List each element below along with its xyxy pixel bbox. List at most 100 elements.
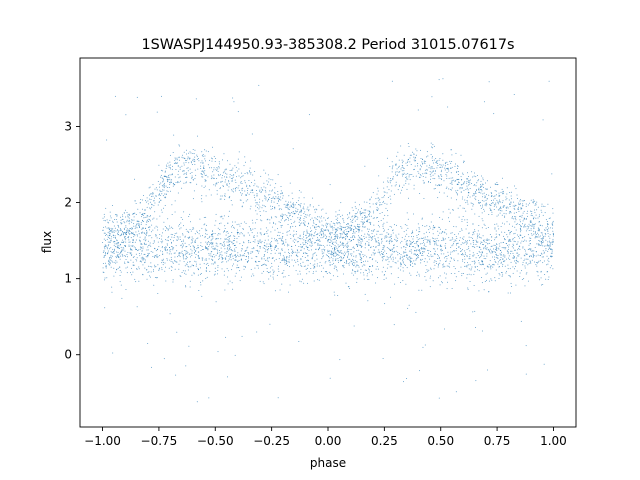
data-point (145, 224, 147, 226)
data-point (542, 235, 544, 237)
data-point (141, 227, 143, 229)
data-point (548, 244, 550, 246)
data-point (131, 254, 133, 256)
data-point (525, 345, 527, 347)
data-point (263, 283, 265, 285)
data-point (310, 219, 312, 221)
data-point (197, 244, 199, 246)
data-point (164, 170, 166, 172)
data-point (141, 261, 143, 263)
data-point (313, 280, 315, 282)
data-point (148, 194, 150, 196)
data-point (130, 245, 132, 247)
data-point (337, 235, 339, 237)
data-point (467, 203, 469, 205)
data-point (387, 228, 389, 230)
data-point (369, 212, 371, 214)
data-point (350, 240, 352, 242)
data-point (497, 209, 499, 211)
data-point (168, 166, 170, 168)
data-point (400, 242, 402, 244)
data-point (119, 243, 121, 245)
data-point (227, 247, 229, 249)
data-point (155, 187, 157, 189)
data-point (323, 234, 325, 236)
data-point (474, 230, 476, 232)
data-point (228, 180, 230, 182)
data-point (145, 201, 147, 203)
data-point (353, 231, 355, 233)
data-point (541, 234, 543, 236)
data-point (403, 231, 405, 233)
data-point (347, 218, 349, 220)
data-point (460, 191, 462, 193)
data-point (480, 237, 482, 239)
data-point (307, 239, 309, 241)
data-point (307, 259, 309, 261)
data-point (281, 192, 283, 194)
data-point (413, 236, 415, 238)
data-point (413, 153, 415, 155)
data-point (329, 225, 331, 227)
data-point (434, 226, 436, 228)
data-point (149, 226, 151, 228)
data-point (274, 290, 276, 292)
data-point (178, 225, 180, 227)
data-point (147, 200, 149, 202)
data-point (185, 263, 187, 265)
data-point (289, 284, 291, 286)
data-point (444, 165, 446, 167)
data-point (281, 237, 283, 239)
data-point (503, 223, 505, 225)
data-point (213, 167, 215, 169)
data-point (136, 96, 138, 98)
data-point (307, 226, 309, 228)
data-point (448, 217, 449, 219)
data-point (490, 192, 492, 194)
data-point (186, 246, 188, 248)
data-point (169, 227, 171, 229)
data-point (421, 238, 423, 240)
data-point (454, 180, 456, 182)
data-point (518, 255, 520, 257)
data-point (303, 212, 305, 214)
data-point (155, 250, 157, 252)
data-point (507, 292, 509, 294)
data-point (132, 239, 134, 241)
data-point (483, 244, 485, 246)
data-point (161, 238, 163, 240)
data-point (347, 250, 349, 252)
data-point (484, 197, 486, 199)
data-point (472, 176, 474, 178)
data-point (208, 252, 210, 254)
data-point (452, 251, 454, 253)
data-point (211, 160, 213, 162)
data-point (152, 195, 154, 197)
data-point (524, 200, 526, 202)
data-point (352, 209, 354, 211)
data-point (499, 208, 501, 210)
data-points (102, 78, 554, 403)
data-point (484, 281, 486, 282)
data-point (108, 248, 110, 250)
data-point (198, 233, 200, 235)
data-point (183, 182, 185, 184)
data-point (401, 167, 403, 169)
data-point (102, 229, 104, 231)
data-point (422, 346, 424, 348)
data-point (219, 233, 221, 235)
data-point (192, 158, 194, 160)
data-point (509, 233, 511, 235)
data-point (151, 366, 153, 368)
data-point (290, 255, 292, 257)
data-point (142, 258, 144, 260)
data-point (145, 256, 147, 258)
data-point (331, 254, 333, 256)
data-point (180, 252, 182, 254)
data-point (267, 260, 269, 262)
data-point (331, 240, 333, 242)
data-point (198, 160, 200, 162)
data-point (123, 248, 125, 250)
data-point (413, 246, 415, 248)
data-point (460, 250, 461, 252)
